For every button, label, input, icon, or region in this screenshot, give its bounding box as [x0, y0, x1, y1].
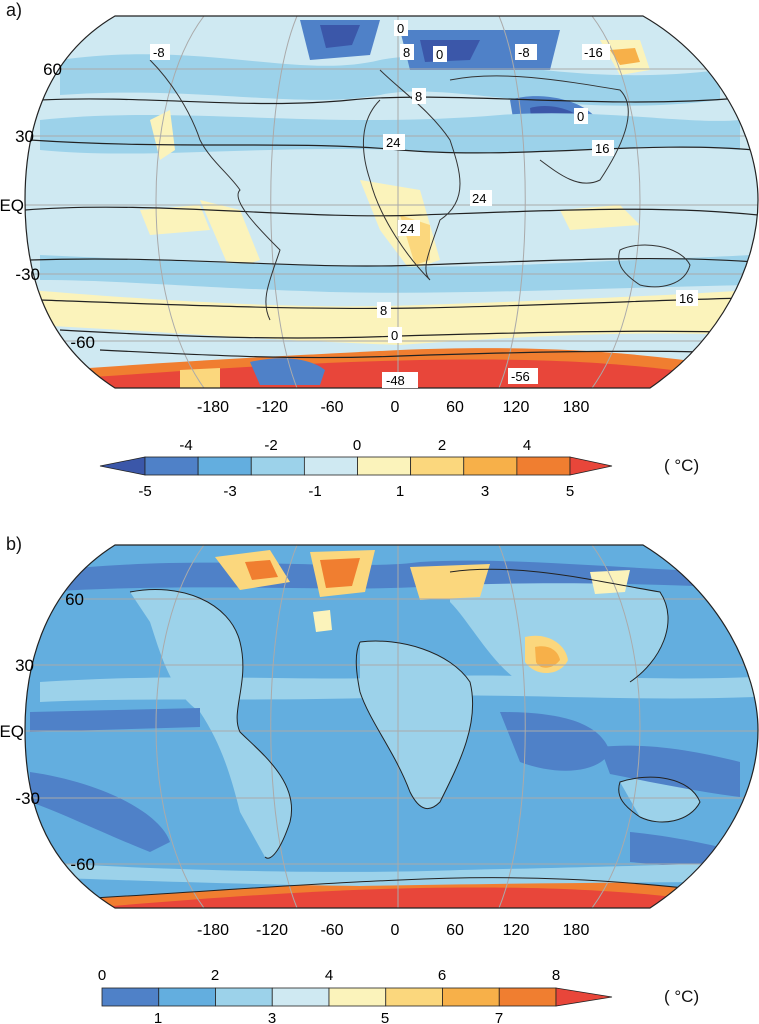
- contour-label: 24: [472, 191, 486, 206]
- colorbar-b-tick: 2: [211, 967, 219, 984]
- contour-label: 0: [436, 47, 443, 62]
- lon-label: 180: [563, 922, 590, 939]
- contour-label: 24: [386, 135, 400, 150]
- lon-label: 0: [391, 922, 400, 939]
- lon-label: -180: [197, 922, 229, 939]
- contour-label: -56: [511, 369, 530, 384]
- lat-label: EQ: [0, 722, 24, 741]
- colorbar-a-tick: 3: [481, 483, 489, 500]
- lat-label: 60: [43, 60, 62, 79]
- colorbar-a-tick: -2: [264, 437, 277, 454]
- lon-label: -180: [197, 399, 229, 416]
- contour-label: 8: [403, 45, 410, 60]
- contour-label: 16: [679, 291, 693, 306]
- colorbar-b-tick: 8: [552, 967, 560, 984]
- colorbar-swatch: [101, 987, 160, 1007]
- colorbar-a-tick: 2: [438, 437, 446, 454]
- colorbar-swatch: [271, 987, 330, 1007]
- panel-a: a): [0, 0, 759, 500]
- colorbar-a-tick: 0: [353, 437, 361, 454]
- contour-label: 8: [415, 89, 422, 104]
- lon-label: -60: [320, 922, 343, 939]
- contour-label: 24: [400, 221, 414, 236]
- colorbar-b-tick: 1: [154, 1010, 162, 1024]
- colorbar-b-tick: 6: [438, 967, 446, 984]
- colorbar-swatch: [357, 456, 412, 476]
- contour-label: 0: [397, 21, 404, 36]
- colorbar-b: 0 2 4 6 8 1 3 5 7: [98, 967, 613, 1024]
- colorbar-swatch: [498, 987, 557, 1007]
- colorbar-a-max-arrow: [569, 456, 613, 476]
- colorbar-b-tick: 4: [325, 967, 333, 984]
- colorbar-swatch: [303, 456, 358, 476]
- colorbar-swatch: [197, 456, 252, 476]
- colorbar-a-tick: 1: [396, 483, 404, 500]
- lat-label: -60: [70, 855, 95, 874]
- map-b-border: [24, 544, 759, 909]
- lon-label: 120: [503, 399, 530, 416]
- panel-a-label: a): [6, 0, 23, 20]
- colorbar-a-unit: ( °C): [664, 456, 700, 475]
- panel-b: b): [0, 512, 759, 1024]
- colorbar-b-unit: ( °C): [664, 987, 700, 1006]
- colorbar-b-tick: 7: [495, 1010, 503, 1024]
- lon-label: 120: [503, 922, 530, 939]
- colorbar-a: -4 -2 0 2 4 -5 -3 -1 1 3 5: [99, 437, 613, 500]
- colorbar-a-tick: -1: [308, 483, 321, 500]
- contour-label: 0: [391, 328, 398, 343]
- lon-label: 180: [563, 399, 590, 416]
- colorbar-swatch: [144, 456, 199, 476]
- map-a-border: [24, 15, 759, 389]
- contour-label: 8: [380, 303, 387, 318]
- lat-label: 30: [15, 127, 34, 146]
- colorbar-a-min-arrow: [99, 456, 146, 476]
- lat-label: -30: [15, 789, 40, 808]
- lat-label: 60: [65, 590, 84, 609]
- colorbar-swatch: [463, 456, 518, 476]
- lon-label: -60: [320, 399, 343, 416]
- contour-label: 16: [595, 141, 609, 156]
- contour-labels-a: -8 0 8 0 -8 -16 8 0 24 16 24 24 16 8 0 -…: [150, 20, 698, 388]
- colorbar-swatch: [158, 987, 216, 1007]
- colorbar-swatch: [410, 456, 465, 476]
- lat-label: EQ: [0, 196, 24, 215]
- map-a-svg: -8 0 8 0 -8 -16 8 0 24 16 24 24 16 8 0 -…: [0, 15, 759, 500]
- colorbar-a-tick: 5: [566, 483, 574, 500]
- colorbar-b-max-arrow: [555, 987, 613, 1007]
- map-b-svg: 60 30 EQ -30 -60 -180 -120 -60 0 60 120 …: [0, 544, 759, 1024]
- lon-label: -120: [256, 922, 288, 939]
- colorbar-swatch: [328, 987, 387, 1007]
- lat-label: -30: [15, 265, 40, 284]
- lat-label: -60: [70, 333, 95, 352]
- colorbar-swatch: [250, 456, 305, 476]
- contour-label: 0: [577, 109, 584, 124]
- colorbar-a-tick: 4: [523, 437, 531, 454]
- colorbar-b-tick: 0: [98, 967, 106, 984]
- colorbar-swatch: [385, 987, 443, 1007]
- colorbar-swatch: [516, 456, 571, 476]
- lon-label: 60: [446, 922, 464, 939]
- colorbar-a-tick: -4: [179, 437, 192, 454]
- colorbar-b-tick: 5: [381, 1010, 389, 1024]
- contour-label: -48: [386, 373, 405, 388]
- colorbar-swatch: [442, 987, 500, 1007]
- map-a-field: [25, 16, 758, 388]
- lon-label: 60: [446, 399, 464, 416]
- colorbar-a-tick: -5: [138, 483, 151, 500]
- lat-label: 30: [15, 656, 34, 675]
- colorbar-b-tick: 3: [268, 1010, 276, 1024]
- map-b-field: [25, 545, 758, 908]
- contour-label: -16: [584, 45, 603, 60]
- panel-b-label: b): [6, 534, 23, 554]
- colorbar-swatch: [215, 987, 273, 1007]
- lon-label: -120: [256, 399, 288, 416]
- contour-label: -8: [518, 45, 530, 60]
- colorbar-a-tick: -3: [223, 483, 236, 500]
- contour-label: -8: [153, 45, 165, 60]
- lon-label: 0: [391, 399, 400, 416]
